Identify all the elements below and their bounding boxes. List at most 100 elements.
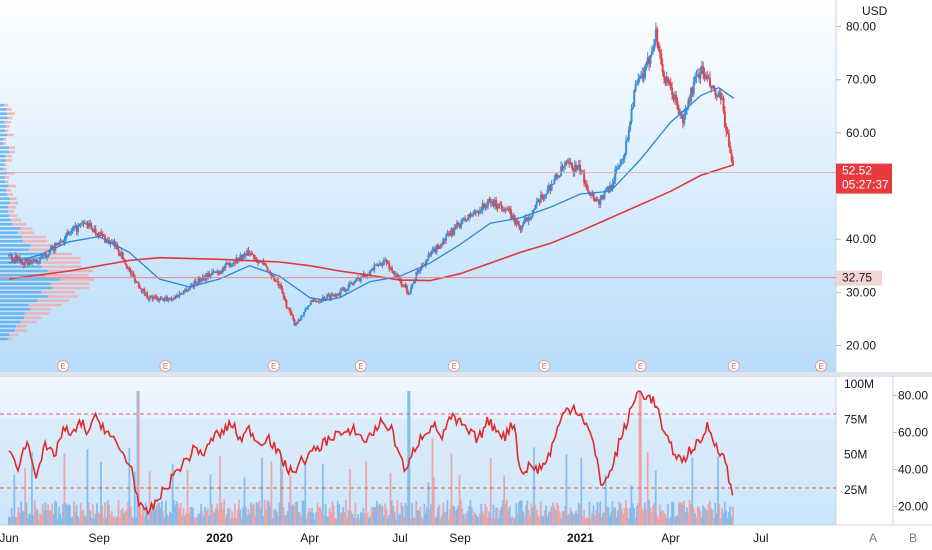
candle-body — [550, 184, 553, 191]
auto-scale-button[interactable]: A — [869, 531, 877, 545]
volume-bar — [418, 510, 420, 525]
volume-bar — [658, 504, 661, 525]
volume-profile-bar-up — [0, 273, 46, 277]
candle-body — [56, 243, 59, 246]
candle-body — [638, 78, 641, 80]
volume-profile-bar-up — [0, 282, 51, 286]
candle-body — [573, 164, 576, 172]
volume-bar — [49, 510, 52, 525]
log-scale-button[interactable]: B — [909, 531, 917, 545]
volume-bar — [562, 511, 565, 525]
candle-body — [33, 259, 36, 262]
candle-body — [520, 226, 523, 230]
volume-profile-bar-down — [28, 303, 63, 307]
candle-body — [645, 63, 648, 67]
volume-bar — [369, 516, 372, 525]
candle-body — [385, 260, 388, 264]
candle-body — [41, 255, 44, 258]
volume-profile-bar-down — [17, 231, 35, 235]
candle-body — [163, 298, 166, 301]
volume-bar — [101, 505, 104, 525]
candle-body — [220, 271, 223, 273]
candle-body — [354, 281, 357, 283]
volume-bar — [549, 511, 552, 525]
candle-body — [200, 280, 203, 282]
candle-body — [215, 271, 218, 273]
candle-body — [711, 85, 714, 89]
candle-body — [265, 264, 268, 267]
volume-bar — [722, 512, 725, 525]
price-tick-label: 40.00 — [846, 232, 876, 246]
currency-label: USD — [862, 4, 888, 18]
candle-body — [24, 259, 27, 265]
volume-bar — [461, 508, 464, 525]
candle-body — [499, 203, 502, 206]
candle-body — [403, 284, 406, 287]
volume-profile-bar-down — [10, 218, 21, 222]
volume-bar — [98, 513, 101, 525]
candle-body — [690, 87, 693, 102]
candle-body — [91, 229, 94, 233]
candle-body — [120, 252, 123, 256]
volume-bar — [273, 510, 276, 525]
candle-body — [181, 293, 184, 295]
candle-body — [441, 244, 444, 246]
volume-bar — [39, 513, 41, 525]
volume-bar — [683, 500, 686, 525]
candle-body — [327, 294, 330, 296]
candle-body — [140, 288, 143, 292]
volume-bar — [679, 503, 682, 525]
candle-body — [621, 159, 624, 161]
candle-body — [58, 243, 61, 245]
candle-body — [224, 263, 227, 269]
volume-bar — [714, 502, 717, 525]
volume-profile-bar-down — [37, 299, 69, 303]
candle-body — [407, 292, 410, 295]
volume-bar — [193, 516, 196, 525]
candle-body — [481, 203, 484, 211]
volume-profile-bar-down — [50, 282, 90, 286]
volume-bar — [661, 509, 664, 525]
candle-body — [167, 299, 170, 301]
volume-bar — [442, 502, 445, 525]
candle-body — [623, 153, 626, 158]
volume-profile-bar-up — [0, 312, 25, 315]
candle-body — [611, 183, 614, 189]
volume-bar — [330, 512, 332, 525]
candle-body — [197, 278, 200, 284]
price-pane-bg — [0, 0, 836, 372]
candle-body — [564, 162, 567, 166]
price-tick-label: 70.00 — [846, 73, 876, 87]
volume-bar — [587, 518, 590, 525]
candle-body — [242, 254, 245, 260]
volume-bar — [298, 512, 301, 525]
volume-tick-label: 75M — [844, 412, 867, 426]
volume-bar — [347, 510, 350, 525]
volume-bar — [591, 513, 594, 525]
volume-bar — [539, 501, 542, 525]
volume-bar — [64, 503, 67, 525]
volume-bar — [9, 517, 12, 525]
candle-body — [13, 259, 16, 262]
candle-body — [599, 199, 602, 205]
earnings-marker-icon — [634, 360, 647, 372]
candle-body — [614, 169, 617, 181]
volume-bar — [579, 504, 581, 525]
volume-bar — [427, 482, 430, 525]
time-axis-label: Sep — [89, 531, 111, 545]
candle-body — [598, 199, 601, 205]
volume-bar — [209, 474, 212, 525]
volume-bar — [507, 509, 510, 525]
candle-body — [93, 228, 96, 233]
candle-body — [495, 200, 498, 207]
candle-body — [704, 75, 707, 79]
candle-body — [216, 271, 219, 273]
volume-bar — [614, 507, 617, 525]
volume-bar — [285, 515, 288, 525]
candle-body — [162, 298, 165, 301]
volume-bar — [501, 500, 504, 525]
volume-bar — [717, 456, 719, 525]
candle-body — [462, 218, 465, 220]
volume-bar — [86, 449, 89, 525]
volume-profile-bar-down — [4, 163, 7, 167]
